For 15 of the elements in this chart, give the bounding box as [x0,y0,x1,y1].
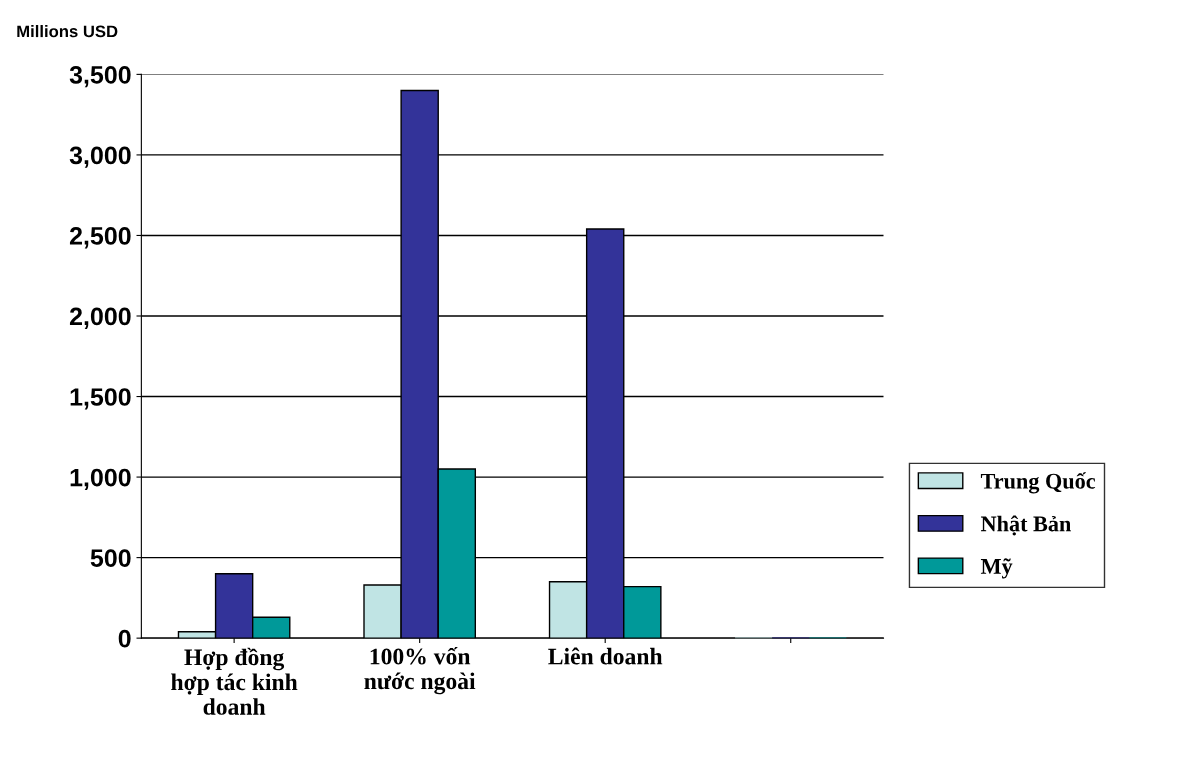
x-tick-label: Hợp đồng hợp tác kinh doanh [171,647,298,715]
legend-label: Nhật Bản [980,515,1071,536]
y-tick-label: 500 [90,549,131,567]
y-tick-label: 2,500 [69,227,131,249]
legend-label: Mỹ [980,558,1013,579]
legend-label: Trung Quốc [980,472,1096,494]
y-tick-label: 3,500 [69,65,131,88]
y-tick-label: 3,000 [69,146,131,168]
x-tick-label: Liên doanh [548,647,663,665]
x-tick-label: 100% vốn nước ngoài [364,647,476,695]
y-tick-label: 0 [118,629,131,648]
y-tick-label: 2,000 [69,307,131,329]
y-tick-label: 1,000 [70,468,131,490]
y-axis-title: Millions USD [17,25,118,38]
y-tick-label: 1,500 [70,388,131,410]
